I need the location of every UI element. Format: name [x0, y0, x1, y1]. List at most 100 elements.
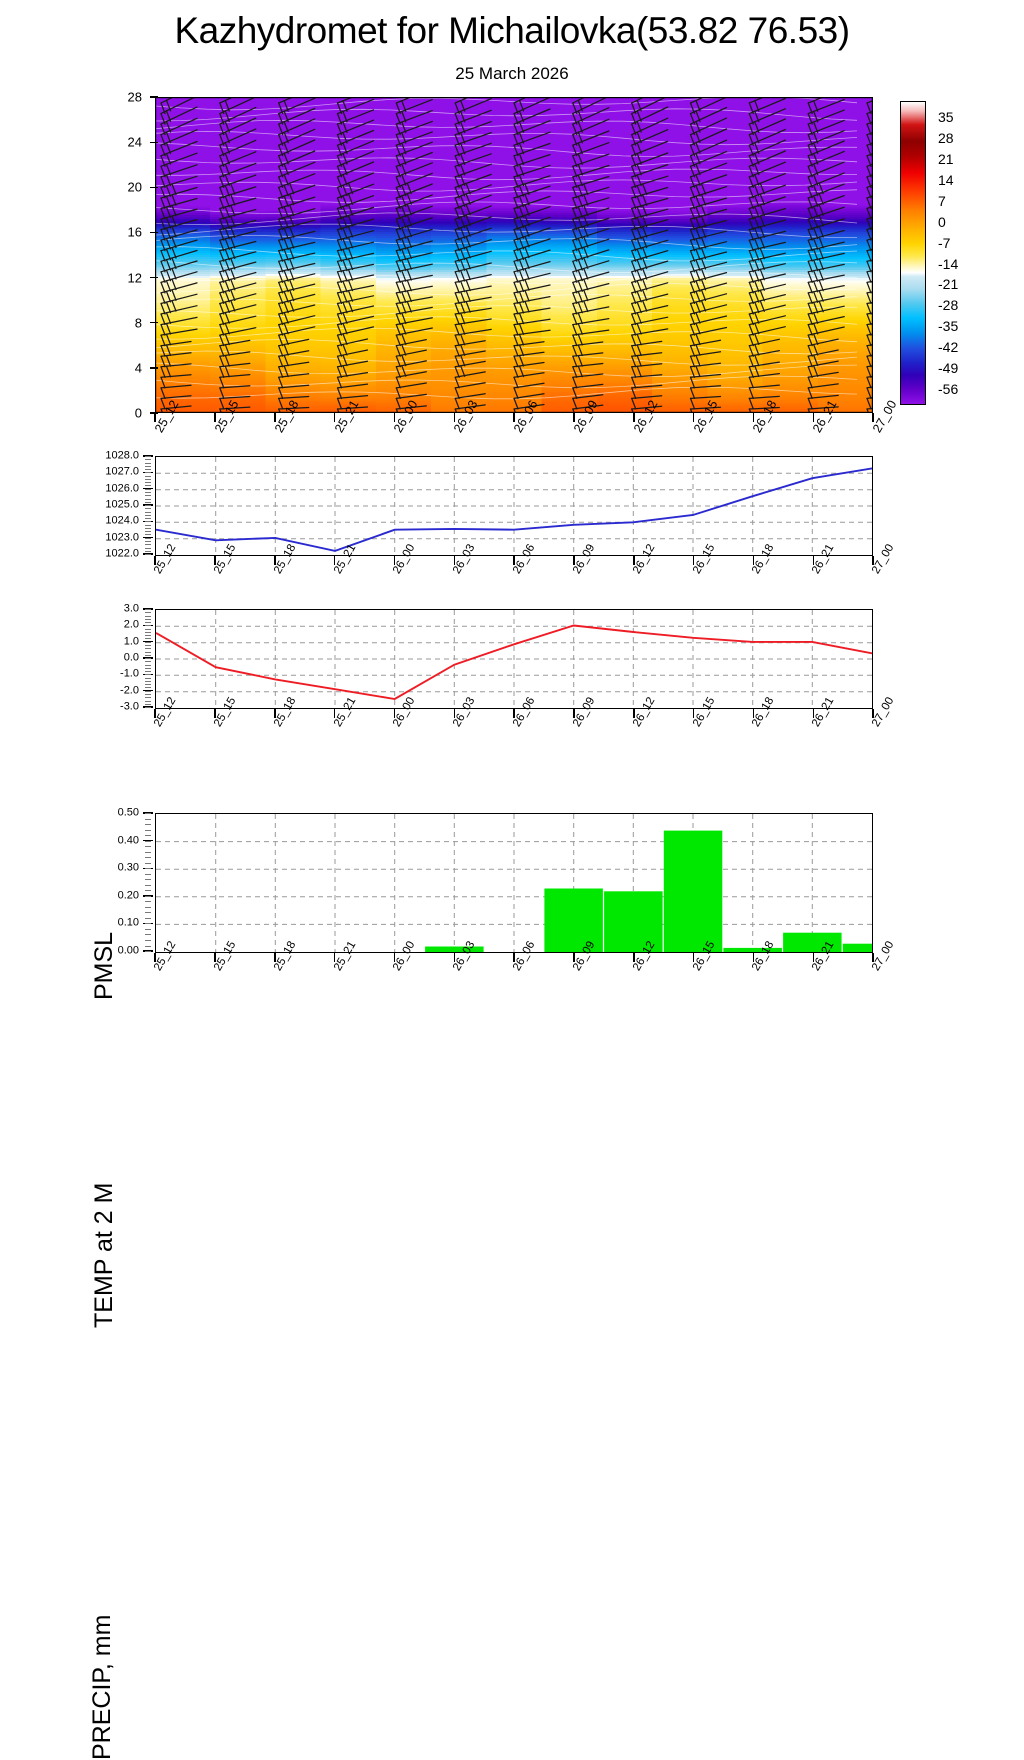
cross-section-xtickmark [513, 413, 515, 422]
cross-section-ytickmark [150, 96, 158, 98]
pmsl-panel: PMSL 1022.0 1023.0 1024.0 1025.0 1026.0 1027.… [0, 440, 1024, 1000]
temp2m-xtickmark [453, 709, 456, 718]
temp2m-xtickmark [812, 709, 815, 718]
pmsl-yminortick [145, 505, 151, 506]
temp2m-yminortick [145, 684, 151, 686]
precip-yminortick [145, 906, 151, 908]
temp2m-xtickmark [633, 709, 635, 718]
pmsl-yminortick [145, 547, 151, 549]
precip-plot-area [155, 813, 873, 953]
cross-section-xtickmark [872, 413, 874, 422]
colorbar-label-35: 35 [938, 109, 954, 125]
cross-section-xtickmark [333, 413, 336, 422]
temp2m-xtick-27_00: 27_00 [870, 695, 897, 729]
temp2m-plot-area [155, 609, 873, 709]
pmsl-yminortick [145, 537, 151, 539]
pmsl-ytick-1022p0: 1022.0 [105, 547, 139, 560]
cross-section-xtickmark [453, 413, 455, 422]
precip-xtickmark [393, 953, 396, 962]
cross-section-xtickmark [752, 413, 755, 422]
precip-yminortick [145, 951, 151, 952]
colorbar-label-neg42: -42 [938, 339, 959, 356]
precip-xtickmark [872, 953, 874, 962]
precip-yminortick [145, 890, 151, 892]
precip-yminortick [145, 840, 151, 842]
cross-section-ytick-4: 4 [134, 360, 142, 376]
cross-section-ytickmark [150, 367, 158, 369]
cross-section-ytick-12: 12 [127, 270, 142, 286]
temp2m-yminortick [145, 658, 151, 659]
pmsl-yminortick [145, 518, 151, 520]
cross-section-ytick-28: 28 [127, 89, 142, 105]
cross-section-ytickmark [150, 277, 158, 279]
temp2m-ytick-2p0: 2.0 [123, 618, 139, 631]
pmsl-yminortick [145, 511, 151, 513]
temp2m-xtickmark [513, 709, 515, 718]
precip-ytick-0p30: 0.30 [117, 861, 139, 874]
temp2m-yminortick [145, 707, 151, 708]
cross-section-ytick-8: 8 [134, 315, 142, 331]
pmsl-ytick-1027p0: 1027.0 [105, 465, 139, 478]
colorbar-gradient [900, 101, 926, 405]
temp2m-ytick-3p0: 3.0 [123, 602, 139, 615]
temp2m-xtickmark [154, 709, 156, 718]
precip-xtickmark [573, 953, 575, 962]
pmsl-plot-area [155, 456, 873, 556]
temp2m-yminortick [145, 644, 151, 646]
cross-section-xtickmark [633, 413, 635, 422]
pmsl-yminortick [145, 508, 151, 510]
precip-xtickmark [752, 953, 755, 962]
temp2m-yminortick [145, 690, 151, 692]
colorbar-label-21: 21 [938, 150, 954, 167]
temp2m-yminortick [145, 641, 151, 643]
cross-section-ytick-24: 24 [127, 134, 142, 150]
temp2m-panel: TEMP at 2 M -3.0 -2.0 -1.0 0.0 1.0 2.0 3.0 25_… [0, 593, 1024, 1328]
precip-xaxis: 25_12 25_15 25_18 25_21 26_00 26_03 26_06 26_09… [0, 939, 1024, 1003]
cross-section-ytick-16: 16 [127, 224, 142, 240]
colorbar-panel: 35 28 21 14 7 0 -7 -14 -21 -28 -35 -42 -49 -56 [900, 101, 1020, 406]
pmsl-xtickmark [573, 556, 575, 565]
temp2m-xaxis: 25_12 25_15 25_18 25_21 26_00 26_03 26_06 26_09… [0, 695, 1024, 759]
temp2m-xtickmark [393, 709, 396, 718]
precip-xtickmark [812, 953, 815, 962]
colorbar-label-neg7: -7 [938, 234, 951, 251]
pmsl-xtick-27_00: 27_00 [870, 542, 897, 576]
colorbar-label-0: 0 [938, 213, 946, 230]
temp2m-yminortick [145, 651, 151, 653]
pmsl-yminortick [145, 456, 151, 457]
temp2m-yminortick [145, 635, 151, 637]
cross-section-xtick-27_00: 27_00 [870, 397, 900, 435]
colorbar-label-28: 28 [938, 129, 954, 146]
page-title: Kazhydromet for Michailovka(53.82 76.53) [174, 10, 850, 51]
pmsl-yminortick [145, 478, 151, 480]
temp2m-yminortick [145, 671, 151, 673]
cross-section-xtickmark [573, 413, 575, 422]
pmsl-yminortick [145, 554, 151, 555]
temp2m-xtickmark [573, 709, 575, 718]
temp2m-yminortick [145, 625, 151, 627]
temp2m-yminortick [145, 661, 151, 663]
colorbar-label-neg35: -35 [938, 318, 959, 335]
pmsl-ytick-1023p0: 1023.0 [105, 531, 139, 544]
cross-section-ytickmark [150, 412, 158, 414]
temp2m-yminortick [145, 631, 151, 633]
pmsl-yminortick [145, 531, 151, 533]
colorbar-label-7: 7 [938, 192, 946, 209]
precip-yminortick [145, 829, 151, 831]
precip-xtickmark [274, 953, 276, 962]
precip-ytick-0p10: 0.10 [117, 916, 139, 929]
temp2m-ytick-neg1p0: -1.0 [120, 667, 139, 680]
temp2m-xtickmark [872, 709, 874, 718]
precip-yminortick [145, 835, 151, 837]
pmsl-yminortick [145, 540, 151, 542]
precip-yaxis: 0.00 0.10 0.20 0.30 0.40 0.50 [95, 807, 153, 956]
pmsl-xtickmark [872, 556, 874, 565]
cross-section-xtickmark [812, 413, 814, 422]
pmsl-yminortick [145, 514, 151, 516]
pmsl-yminortick [145, 485, 151, 487]
precip-ytick-0p50: 0.50 [117, 806, 139, 819]
cross-section-ytickmark [150, 322, 158, 324]
colorbar-label-neg21: -21 [938, 276, 959, 293]
cross-section-xtickmark [393, 413, 396, 422]
pmsl-xtickmark [692, 556, 695, 565]
